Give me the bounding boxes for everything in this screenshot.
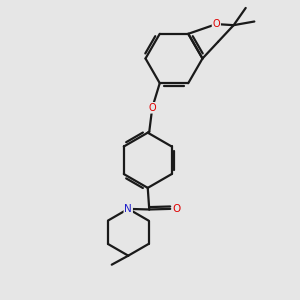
Text: N: N xyxy=(124,204,132,214)
Text: O: O xyxy=(148,103,156,113)
Text: O: O xyxy=(212,19,220,29)
Text: O: O xyxy=(173,204,181,214)
